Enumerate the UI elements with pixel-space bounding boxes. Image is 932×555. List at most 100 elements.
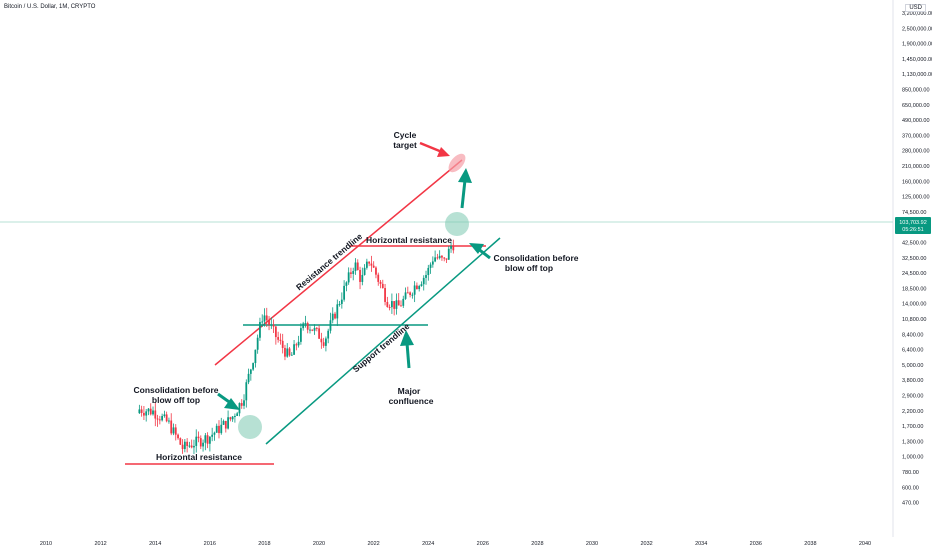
candle-body — [152, 410, 154, 415]
candle — [165, 411, 168, 423]
candle-body — [149, 408, 152, 415]
candle-body — [425, 275, 427, 278]
x-tick-label: 2018 — [258, 541, 270, 547]
y-tick-label: 280,000.00 — [902, 149, 930, 155]
candle — [365, 258, 368, 270]
candle-body — [197, 436, 200, 439]
candle-body — [365, 261, 368, 268]
y-tick-label: 780.00 — [902, 470, 919, 476]
candle-body — [327, 330, 330, 339]
candle — [313, 324, 316, 335]
candle — [202, 439, 204, 452]
arrow-blow-off — [458, 168, 472, 209]
candle-body — [413, 285, 416, 295]
y-tick-label: 160,000.00 — [902, 179, 930, 185]
candle — [288, 347, 291, 357]
candle — [393, 301, 396, 316]
candle-body — [363, 267, 366, 275]
y-axis: 3,200,000.00 2,500,000.00 1,900,000.00 1,45… — [902, 11, 932, 507]
candle — [293, 340, 295, 355]
candle-body — [234, 415, 236, 417]
x-tick-label: 2030 — [586, 541, 598, 547]
candle — [363, 264, 366, 276]
candle-body — [418, 286, 421, 290]
current-price-tag: 103,703.92 05:26:51 — [895, 217, 931, 234]
candle — [177, 433, 179, 440]
candle — [375, 266, 377, 279]
candle — [334, 311, 336, 320]
x-tick-label: 2012 — [94, 541, 106, 547]
candle — [450, 242, 452, 253]
candle-body — [434, 257, 437, 262]
y-tick-label: 14,000.00 — [902, 302, 926, 308]
candle — [231, 416, 234, 422]
candle-body — [172, 427, 175, 434]
candle-body — [154, 410, 157, 419]
consolidation-left-label-line2: blow off top — [152, 395, 200, 405]
candle — [409, 291, 411, 298]
x-tick-label: 2040 — [859, 541, 871, 547]
candle — [354, 258, 357, 275]
x-tick-label: 2032 — [640, 541, 652, 547]
candle-body — [322, 342, 325, 346]
candle — [315, 326, 318, 332]
candle-body — [452, 245, 455, 251]
candle-body — [181, 444, 184, 450]
candle-body — [295, 344, 298, 346]
candle-body — [318, 328, 320, 339]
candle-body — [388, 307, 391, 309]
candle — [302, 321, 305, 331]
candle-body — [397, 300, 400, 306]
candle — [249, 368, 252, 381]
y-tick-label: 6,400.00 — [902, 348, 923, 354]
consolidation-right-label-line1: Consolidation before — [494, 253, 579, 263]
candle — [309, 326, 311, 334]
candle-body — [218, 425, 220, 434]
candle — [304, 315, 307, 328]
candle-body — [236, 413, 239, 416]
consolidation-highlight-left — [238, 415, 262, 439]
candle — [441, 254, 443, 261]
candle — [447, 246, 450, 260]
major-confluence-label-line1: Major — [398, 386, 421, 396]
candle — [420, 281, 423, 287]
candle-body — [208, 436, 211, 444]
candle-body — [334, 313, 336, 319]
x-tick-label: 2026 — [477, 541, 489, 547]
y-tick-label: 1,900,000.00 — [902, 42, 932, 48]
candle — [143, 405, 145, 420]
y-tick-label: 3,800.00 — [902, 378, 923, 384]
candle — [145, 408, 148, 422]
support-trendline-label: Support trendline — [351, 321, 412, 374]
candle — [261, 314, 264, 328]
candle — [179, 437, 182, 446]
y-tick-label: 470.00 — [902, 501, 919, 507]
candle — [281, 333, 284, 354]
candle — [406, 286, 409, 294]
candle-body — [297, 341, 300, 346]
currency-badge[interactable]: USD — [905, 4, 926, 12]
candle — [277, 331, 280, 343]
candle — [224, 420, 227, 433]
candle-body — [411, 294, 414, 296]
candle-body — [306, 323, 309, 330]
candle — [183, 438, 186, 453]
candle — [174, 424, 177, 441]
arrow-major-confluence — [400, 330, 414, 369]
candle — [416, 282, 418, 290]
consolidation-highlight-right — [445, 212, 469, 236]
y-tick-label: 490,000.00 — [902, 118, 930, 124]
candle-body — [224, 420, 227, 429]
candle — [218, 420, 220, 439]
candle-body — [183, 441, 186, 450]
candle-body — [270, 324, 273, 326]
x-tick-label: 2038 — [804, 541, 816, 547]
candle — [268, 316, 270, 331]
candle-body — [202, 442, 204, 447]
cycle-target-label-line1: Cycle — [394, 130, 417, 140]
candle-body — [329, 320, 332, 331]
candle-body — [206, 435, 209, 444]
candle-body — [247, 373, 250, 383]
